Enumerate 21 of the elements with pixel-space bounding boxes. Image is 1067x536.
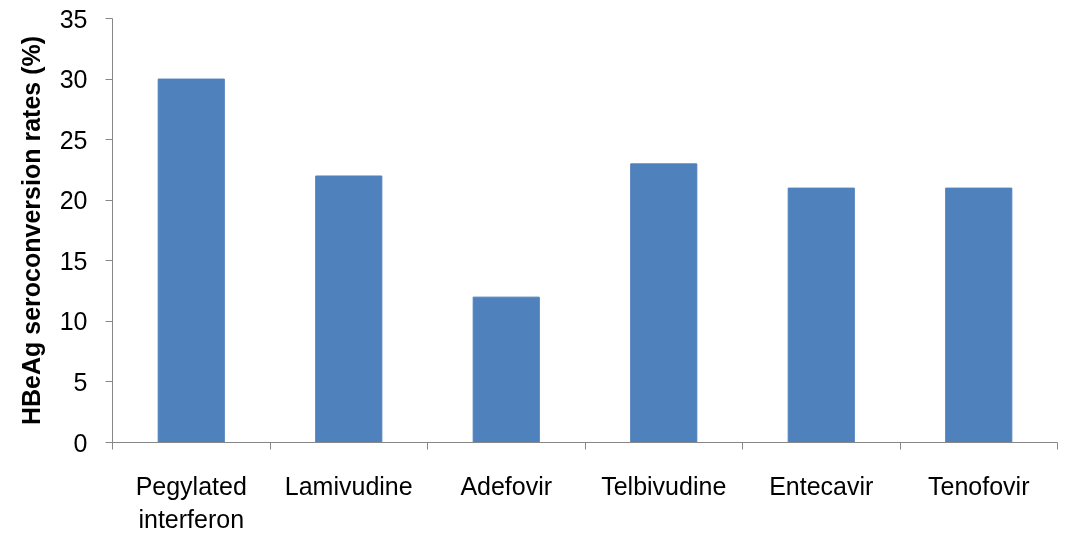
y-tick-label: 35 xyxy=(59,4,88,33)
bar xyxy=(157,78,225,443)
x-tick-label: Pegylated interferon xyxy=(135,471,247,534)
y-tick-label: 25 xyxy=(59,125,88,154)
y-tick-label: 20 xyxy=(59,186,88,215)
bar xyxy=(630,163,698,443)
bar xyxy=(472,296,540,443)
y-tick-label: 15 xyxy=(59,246,88,275)
bar xyxy=(945,187,1013,443)
bar xyxy=(787,187,855,443)
y-axis-title: HBeAg seroconversion rates (%) xyxy=(16,35,45,425)
y-tick-label: 30 xyxy=(59,65,88,94)
y-tick-label: 0 xyxy=(73,428,88,457)
x-tick-label: Adefovir xyxy=(460,471,553,500)
y-tick-label: 10 xyxy=(59,307,88,336)
y-tick-label: 5 xyxy=(73,367,88,396)
x-tick-label: Entecavir xyxy=(769,471,874,500)
x-tick-label: Telbivudine xyxy=(601,471,727,500)
x-tick-label: Lamivudine xyxy=(284,471,413,500)
x-tick-label: Tenofovir xyxy=(928,471,1030,500)
bar xyxy=(315,175,383,443)
